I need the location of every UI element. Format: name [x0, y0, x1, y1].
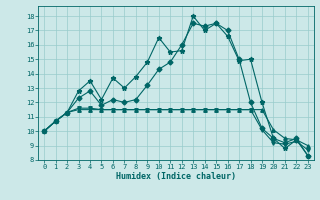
X-axis label: Humidex (Indice chaleur): Humidex (Indice chaleur) [116, 172, 236, 181]
